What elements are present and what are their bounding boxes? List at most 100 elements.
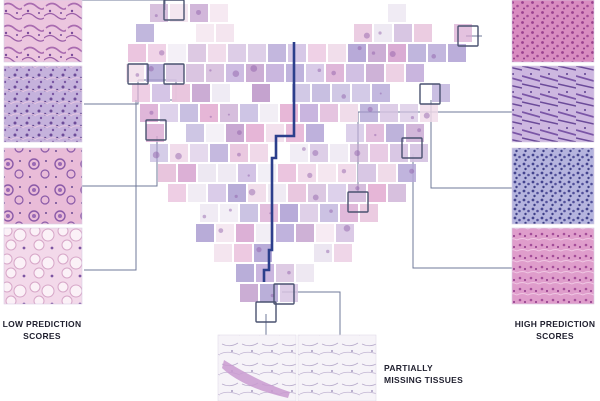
tissue-tile [136, 24, 154, 42]
tissue-tile [196, 224, 214, 242]
tissue-tile [250, 144, 268, 162]
missing-tissue-patch-2 [297, 334, 377, 401]
tissue-tile [190, 144, 208, 162]
tissue-tile [188, 184, 206, 202]
tissue-tile [168, 184, 186, 202]
tissue-tile [336, 224, 354, 242]
tissue-tile [186, 64, 204, 82]
tissue-tile [314, 244, 332, 262]
high-score-patch-3 [511, 147, 595, 225]
tissue-tile-detail [329, 209, 333, 213]
tissue-tile [280, 204, 298, 222]
high-score-patch-4 [511, 227, 595, 305]
tissue-tile [298, 164, 316, 182]
low-score-patch-2 [3, 65, 83, 143]
tissue-tile [346, 64, 364, 82]
tissue-tile [448, 44, 466, 62]
tissue-tile [406, 64, 424, 82]
missing-tissues-label-line2: MISSING TISSUES [384, 375, 464, 385]
tissue-tile [148, 44, 166, 62]
tissue-tile [310, 144, 328, 162]
tissue-tile [132, 84, 150, 102]
tissue-tile-detail [250, 65, 258, 72]
tissue-tile [220, 204, 238, 222]
tissue-tile [296, 224, 314, 242]
tissue-tile [178, 164, 196, 182]
tissue-tile-detail [270, 293, 275, 298]
tissue-tile [240, 104, 258, 122]
connector-line [282, 291, 341, 335]
tissue-tile-detail [410, 115, 415, 120]
tissue-tile [170, 144, 188, 162]
tissue-tile [400, 104, 418, 122]
low-prediction-label-line1: LOW PREDICTION [2, 319, 82, 329]
tissue-tile [306, 124, 324, 142]
tissue-tile [308, 184, 326, 202]
tissue-tile [278, 164, 296, 182]
tissue-tile [354, 24, 372, 42]
low-score-patch-3 [3, 147, 83, 225]
tissue-tile-detail [389, 50, 396, 57]
tissue-tile [140, 104, 158, 122]
tissue-tile-detail [256, 247, 262, 253]
tissue-tile [234, 244, 252, 262]
tissue-tile-detail [357, 46, 362, 51]
tissue-tile [340, 104, 358, 122]
tissue-tile-detail [135, 73, 140, 77]
tissue-tile [226, 64, 244, 82]
high-prediction-label-line2: SCORES [536, 331, 574, 341]
tissue-tile [252, 84, 270, 102]
highlight-box [145, 119, 167, 141]
tissue-tile [292, 84, 310, 102]
missing-tissue-strip [222, 360, 290, 398]
tissue-tile [378, 164, 396, 182]
tissue-tile-detail [237, 152, 241, 157]
tissue-tile [360, 104, 378, 122]
tissue-tile-detail [248, 188, 256, 196]
tissue-tile [190, 4, 208, 22]
low-prediction-scores-label: LOW PREDICTION SCORES [2, 318, 82, 342]
tissue-tile-detail [317, 68, 322, 73]
tissue-tile [398, 164, 416, 182]
tissue-tile [200, 104, 218, 122]
connector-line [412, 154, 512, 269]
highlighted-tiles [127, 0, 479, 323]
tissue-tile [248, 184, 266, 202]
tissue-tile-detail [423, 112, 430, 119]
tissue-tile [192, 84, 210, 102]
tissue-tile [360, 204, 378, 222]
score-boundary-line [262, 42, 296, 282]
tissue-tile [150, 144, 168, 162]
tissue-tile [200, 204, 218, 222]
tissue-tile [318, 164, 336, 182]
tissue-tile [380, 104, 398, 122]
tissue-tile-detail [341, 94, 347, 99]
tissue-tile [226, 124, 244, 142]
tissue-tile [386, 64, 404, 82]
tissue-tile-detail [354, 150, 361, 157]
highlight-box [347, 191, 369, 213]
tissue-tile-detail [159, 50, 165, 56]
tissue-tile-detail [148, 66, 154, 72]
tissue-tile [312, 84, 330, 102]
tissue-tile [288, 184, 306, 202]
tissue-tile-detail [149, 110, 154, 115]
low-score-patch-1 [3, 0, 83, 63]
tissue-tile-detail [312, 194, 319, 201]
connector-line [82, 136, 158, 187]
tissue-tile [388, 4, 406, 22]
tissue-tile [260, 284, 278, 302]
tissue-tile-detail [228, 208, 232, 212]
tissue-tile-detail [374, 133, 377, 137]
tissue-tile [352, 84, 370, 102]
tissue-tile-detail [209, 115, 212, 118]
tissue-tile-detail [247, 174, 250, 177]
tissue-tile [394, 24, 412, 42]
tissue-tile [158, 164, 176, 182]
tissue-tile [268, 44, 286, 62]
tissue-tile [166, 64, 184, 82]
low-prediction-label-line2: SCORES [23, 331, 61, 341]
tissue-tile [338, 164, 356, 182]
highlight-box [457, 25, 479, 47]
